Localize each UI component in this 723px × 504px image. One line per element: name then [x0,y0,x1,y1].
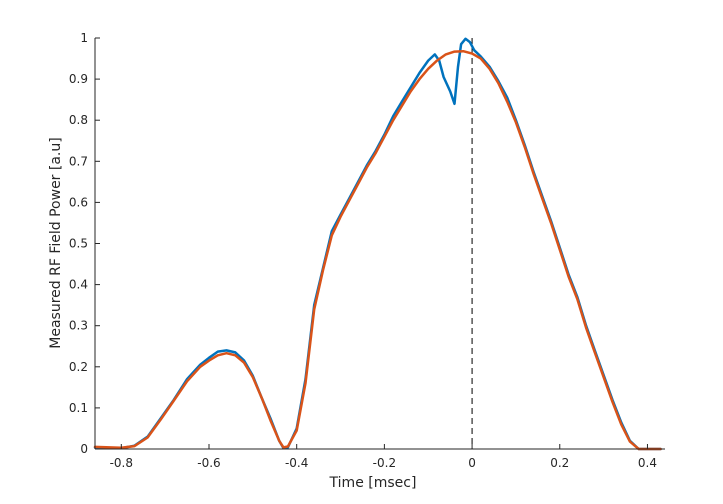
y-tick-label: 0.3 [69,319,88,333]
x-tick-label: 0 [468,456,476,470]
y-tick-label: 0.1 [69,401,88,415]
x-tick-label: -0.8 [110,456,133,470]
y-tick-label: 0.5 [69,237,88,251]
y-tick-label: 0.9 [69,72,88,86]
series-line-2 [93,49,662,451]
y-tick-label: 0.2 [69,360,88,374]
plot-area [93,37,662,451]
x-tick-label: 0.4 [638,456,657,470]
x-tick-label: 0.2 [550,456,569,470]
x-axis-label: Time [msec] [329,475,417,491]
y-tick-label: 0.6 [69,195,88,209]
y-tick-label: 0.8 [69,113,88,127]
x-tick-label: -0.6 [197,456,220,470]
axes: -0.8 -0.6 -0.4 -0.2 0 0.2 0.4 0 0.1 0.2 0.3 0.4 0.5 0… [69,31,665,470]
y-tick-label: 0.7 [69,154,88,168]
x-tick-label: -0.4 [285,456,308,470]
y-axis-label: Measured RF Field Power [a.u] [48,137,64,348]
x-tick-label: -0.2 [373,456,396,470]
y-tick-label: 0 [80,442,88,456]
y-tick-label: 1 [80,31,88,45]
y-tick-label: 0.4 [69,278,88,292]
